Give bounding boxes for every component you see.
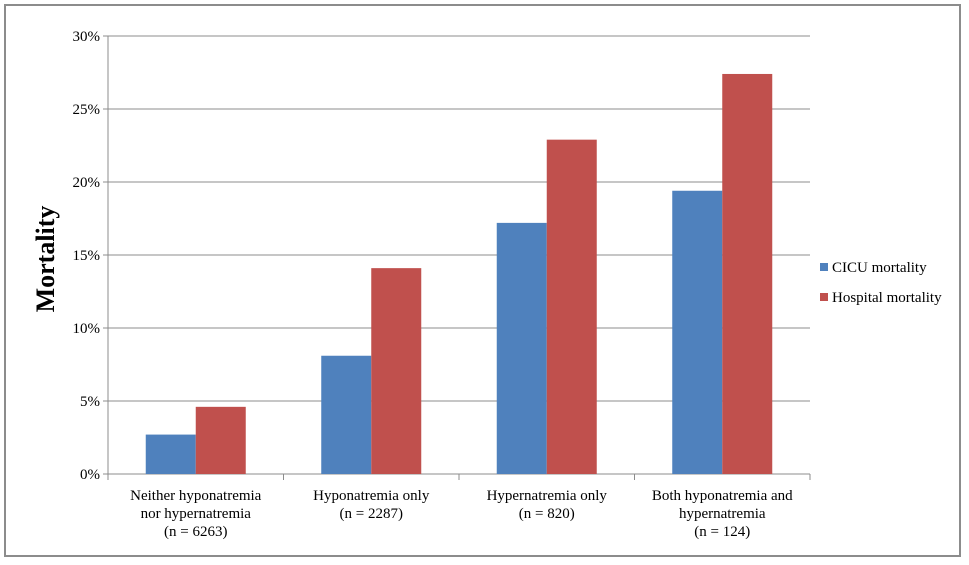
legend: CICU mortality Hospital mortality [820,260,942,306]
legend-swatch [820,263,828,271]
chart-frame: 0% 5% 10% 15% 20% 25% 30% Neither hyponatremia… [4,4,961,557]
x-category-label: (n = 820) [519,506,575,522]
x-category-label: Neither hyponatremia [130,488,262,504]
y-tick-label: 25% [73,102,101,118]
bar-hospital-mortality [371,268,422,474]
legend-label: CICU mortality [832,260,927,276]
bar-cicu-mortality [672,190,723,474]
y-tick-label: 30% [73,29,101,45]
x-category-label: (n = 124) [694,524,750,540]
x-category-label: Hypernatremia only [487,488,608,504]
y-tick-labels: 0% 5% 10% 15% 20% 25% 30% [73,29,101,483]
x-category-label: (n = 2287) [340,506,403,522]
bar-cicu-mortality [145,434,196,474]
bar-hospital-mortality [195,406,246,474]
y-tick-label: 5% [80,394,100,410]
bar-hospital-mortality [546,139,597,474]
y-axis-label: Mortality [31,206,60,313]
y-tick-label: 10% [73,321,101,337]
y-tick-label: 0% [80,467,100,483]
x-category-labels: Neither hyponatremia nor hypernatremia (n … [130,488,793,540]
y-tick-label: 20% [73,175,101,191]
bar-cicu-mortality [496,222,547,474]
x-category-label: (n = 6263) [164,524,227,540]
y-tick-label: 15% [73,248,101,264]
bars [145,73,773,475]
x-category-label: hypernatremia [679,506,766,522]
legend-swatch [820,293,828,301]
x-category-label: Both hyponatremia and [652,488,793,504]
x-category-label: Hyponatremia only [313,488,430,504]
x-category-label: nor hypernatremia [141,506,252,522]
bar-chart: 0% 5% 10% 15% 20% 25% 30% Neither hyponatremia… [31,29,942,540]
bar-hospital-mortality [722,73,773,475]
legend-label: Hospital mortality [832,290,942,306]
bar-cicu-mortality [321,355,372,474]
